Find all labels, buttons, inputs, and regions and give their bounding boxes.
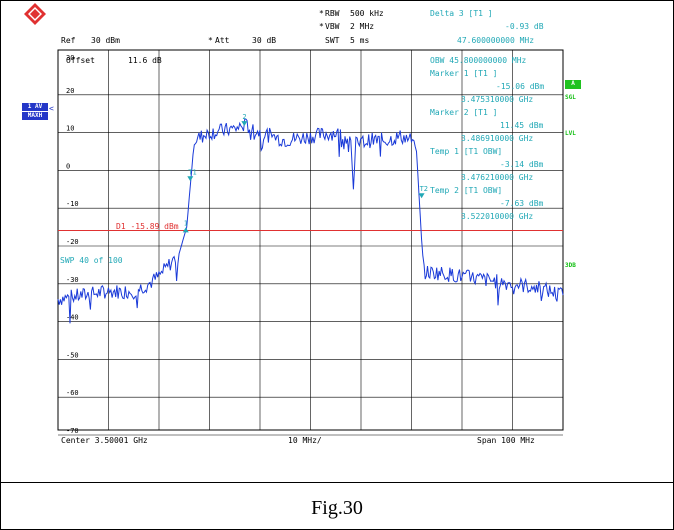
- temp-marker-1-label: T1: [188, 168, 196, 176]
- vbw-value: 2 MHz: [350, 22, 375, 31]
- obw-line-0: OBW 45.800000000 MHz: [430, 56, 527, 65]
- figure-caption: Fig.30: [311, 497, 363, 519]
- frame-divider: [0, 482, 674, 483]
- vbw-star-icon: *: [319, 22, 324, 31]
- span-value: Span 100 MHz: [477, 436, 535, 445]
- obw-line-8: -3.14 dBm: [500, 160, 544, 169]
- y-tick-label: -20: [66, 238, 79, 246]
- delta-marker-freq: 47.600000000 MHz: [457, 36, 535, 45]
- tag-lvl: LVL: [565, 130, 576, 137]
- marker-2-icon: [241, 121, 248, 127]
- temp-marker-2-label: T2: [420, 185, 428, 193]
- center-frequency: Center 3.50001 GHz: [61, 436, 148, 445]
- delta-marker-level: -0.93 dB: [505, 22, 544, 31]
- obw-line-7: Temp 1 [T1 OBW]: [430, 147, 503, 156]
- y-tick-label: -50: [66, 351, 79, 359]
- obw-line-9: 3.476210000 GHz: [461, 173, 534, 182]
- rohde-schwarz-logo-icon: [24, 3, 46, 25]
- ref-value: 30 dBm: [91, 36, 120, 45]
- ref-label: Ref: [61, 36, 76, 45]
- y-tick-label: -40: [66, 314, 79, 322]
- tag-3db: 3DB: [565, 262, 576, 269]
- obw-line-1: Marker 1 [T1 ]: [430, 69, 498, 78]
- obw-line-2: -15.06 dBm: [496, 82, 545, 91]
- y-tick-label: 10: [66, 125, 74, 133]
- obw-line-5: 11.45 dBm: [500, 121, 544, 130]
- chart-grid: [57, 49, 564, 436]
- trace-tag-1av: 1 AV: [22, 103, 48, 111]
- att-label: Att: [215, 36, 230, 45]
- rbw-value: 500 kHz: [350, 9, 384, 18]
- y-tick-labels: 30 20 10 0 -10 -20 -30 -40 -50 -60 -70: [66, 54, 79, 435]
- obw-line-4: Marker 2 [T1 ]: [430, 108, 498, 117]
- trace-arrow-icon: <: [49, 104, 54, 113]
- y-tick-label: 20: [66, 87, 74, 95]
- tag-a: A: [565, 80, 581, 89]
- sweep-count: SWP 40 of 100: [60, 256, 123, 265]
- rbw-label: RBW: [325, 9, 340, 18]
- display-line-label: D1 -15.89 dBm: [116, 222, 179, 231]
- temp-marker-2-icon: [418, 193, 425, 199]
- obw-line-10: Temp 2 [T1 OBW]: [430, 186, 503, 195]
- swt-value: 5 ms: [350, 36, 370, 45]
- chart-markers: 1 2 T1 T2: [182, 113, 428, 233]
- y-tick-label: 30: [66, 54, 74, 62]
- obw-line-12: 3.522010000 GHz: [461, 212, 534, 221]
- y-tick-label: -70: [66, 427, 79, 435]
- temp-marker-1-icon: [187, 176, 194, 182]
- att-value: 30 dB: [252, 36, 277, 45]
- obw-line-3: 3.475310000 GHz: [461, 95, 534, 104]
- y-tick-label: 0: [66, 162, 70, 170]
- swt-label: SWT: [325, 36, 340, 45]
- obw-line-6: 3.486910000 GHz: [461, 134, 534, 143]
- obw-line-11: -7.63 dBm: [500, 199, 544, 208]
- spectrum-chart: 30 20 10 0 -10 -20 -30 -40 -50 -60 -70 1 2 T1 T2: [57, 49, 564, 436]
- frequency-per-division: 10 MHz/: [288, 436, 322, 445]
- att-star-icon: *: [208, 36, 213, 45]
- marker-2-label: 2: [242, 113, 246, 121]
- trace-tag-maxh: MAXH: [22, 112, 48, 120]
- y-tick-label: -30: [66, 276, 79, 284]
- y-tick-label: -60: [66, 389, 79, 397]
- marker-1-label: 1: [184, 219, 188, 227]
- rbw-star-icon: *: [319, 9, 324, 18]
- y-tick-label: -10: [66, 200, 79, 208]
- delta-marker-title: Delta 3 [T1 ]: [430, 9, 493, 18]
- offset-label: Offset: [66, 56, 95, 65]
- vbw-label: VBW: [325, 22, 340, 31]
- spectrum-trace: [57, 117, 564, 324]
- offset-value: 11.6 dB: [128, 56, 162, 65]
- tag-sgl: SGL: [565, 94, 576, 101]
- marker-1-icon: [182, 227, 189, 233]
- frame-left-edge: [0, 482, 1, 530]
